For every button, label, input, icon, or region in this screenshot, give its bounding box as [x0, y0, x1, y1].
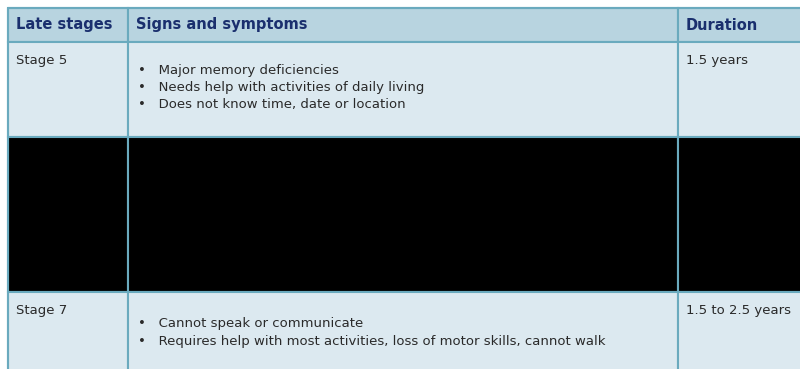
- Bar: [128, 8, 678, 42]
- Text: Late stages: Late stages: [16, 17, 113, 32]
- Text: 1.5 years: 1.5 years: [686, 54, 748, 67]
- Text: Signs and symptoms: Signs and symptoms: [136, 17, 307, 32]
- Text: •   Does not know time, date or location: • Does not know time, date or location: [138, 98, 406, 111]
- Bar: [678, 42, 800, 137]
- Bar: [128, 42, 678, 137]
- Bar: [678, 137, 800, 292]
- Bar: [678, 8, 800, 42]
- Text: •   Requires help with most activities, loss of motor skills, cannot walk: • Requires help with most activities, lo…: [138, 335, 606, 348]
- Text: •   Major memory deficiencies: • Major memory deficiencies: [138, 64, 339, 77]
- Bar: [8, 292, 128, 369]
- Bar: [128, 137, 678, 292]
- Bar: [128, 292, 678, 369]
- Text: Stage 5: Stage 5: [16, 54, 67, 67]
- Text: Stage 7: Stage 7: [16, 304, 67, 317]
- Bar: [8, 8, 128, 42]
- Bar: [678, 292, 800, 369]
- Text: 1.5 to 2.5 years: 1.5 to 2.5 years: [686, 304, 791, 317]
- Text: •   Needs help with activities of daily living: • Needs help with activities of daily li…: [138, 81, 424, 94]
- Bar: [8, 42, 128, 137]
- Bar: [8, 137, 128, 292]
- Text: Duration: Duration: [686, 17, 758, 32]
- Text: •   Cannot speak or communicate: • Cannot speak or communicate: [138, 317, 363, 331]
